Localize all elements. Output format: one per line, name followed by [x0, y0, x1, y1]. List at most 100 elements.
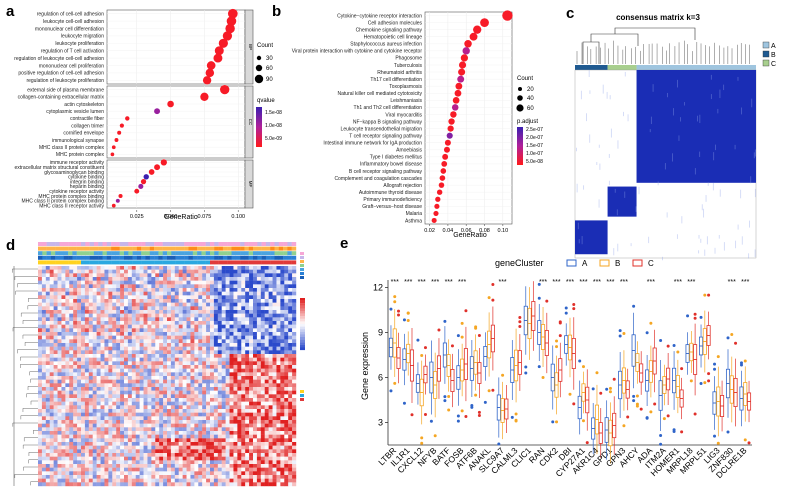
panel-d-heatmap-cell: [155, 401, 160, 406]
panel-d-heatmap-cell: [77, 412, 82, 417]
panel-d-heatmap-cell: [167, 390, 172, 395]
panel-b-dot: [442, 153, 449, 160]
panel-d-heatmap-cell: [170, 434, 176, 439]
panel-d-heatmap-cell: [147, 445, 152, 450]
panel-d-heatmap-cell: [276, 343, 281, 347]
panel-d-heatmap-cell: [225, 335, 230, 340]
panel-d-annotation-cell: [218, 242, 224, 246]
panel-d-annotation-cell: [240, 242, 245, 246]
panel-d-heatmap-cell: [96, 280, 101, 285]
panel-d-heatmap-cell: [174, 368, 179, 373]
panel-d-heatmap-cell: [155, 269, 160, 274]
panel-d-heatmap-cell: [151, 409, 156, 413]
panel-d-heatmap-cell: [268, 361, 273, 366]
panel-d-heatmap-cell: [127, 335, 133, 340]
panel-d-heatmap-cell: [81, 464, 86, 468]
panel-d-heatmap-cell: [84, 324, 90, 329]
panel-b-legend-color-3-label: 1.5e-07: [526, 143, 543, 149]
panel-d-heatmap-cell: [112, 442, 117, 446]
panel-d-annotation-cell: [38, 260, 43, 265]
panel-d-heatmap-cell: [233, 401, 238, 406]
panel-d-heatmap-cell: [38, 273, 43, 278]
panel-d-heatmap-cell: [77, 372, 82, 377]
panel-d-heatmap-cell: [233, 464, 238, 468]
panel-d-heatmap-cell: [73, 372, 78, 377]
panel-d-heatmap-cell: [206, 401, 211, 406]
panel-c-speckle: [705, 195, 707, 202]
panel-d-heatmap-cell: [112, 288, 117, 292]
panel-d-annotation-cell: [128, 260, 133, 265]
panel-d-heatmap-cell: [88, 412, 93, 417]
panel-d-heatmap-cell: [190, 398, 195, 402]
panel-d-heatmap-cell: [45, 405, 50, 410]
panel-d-heatmap-cell: [57, 394, 62, 399]
panel-d-heatmap-cell: [194, 383, 199, 388]
panel-d-heatmap-cell: [163, 390, 168, 395]
panel-d-heatmap-cell: [206, 284, 211, 289]
panel-d-heatmap-cell: [139, 431, 144, 435]
panel-d-heatmap-cell: [65, 288, 70, 292]
panel-d-heatmap-cell: [92, 273, 97, 278]
panel-d-heatmap-cell: [245, 478, 250, 483]
panel-d-heatmap-cell: [124, 306, 129, 311]
panel-d-heatmap-cell: [178, 453, 183, 457]
panel-d-heatmap-cell: [206, 460, 211, 465]
panel-e-outlier: [541, 376, 545, 380]
panel-d-heatmap-cell: [170, 372, 176, 377]
panel-d-heatmap-cell: [120, 295, 125, 300]
panel-d-heatmap-cell: [241, 475, 246, 479]
panel-d-heatmap-cell: [155, 350, 160, 355]
panel-d-heatmap-cell: [280, 464, 285, 468]
panel-d-heatmap-cell: [108, 273, 113, 278]
panel-d-heatmap-cell: [206, 328, 211, 333]
panel-d-heatmap-cell: [143, 445, 148, 450]
panel-d-annotation-cell: [154, 251, 159, 256]
panel-d-heatmap-cell: [174, 420, 179, 424]
panel-d-heatmap-cell: [256, 372, 262, 377]
panel-d-heatmap-cell: [292, 365, 297, 369]
panel-d-heatmap-cell: [127, 346, 133, 351]
panel-d-row-dendrogram: [20, 415, 38, 420]
panel-d-heatmap-cell: [163, 460, 168, 465]
panel-d-heatmap-cell: [96, 475, 101, 479]
panel-d-heatmap-cell: [77, 266, 82, 270]
panel-d-heatmap-cell: [112, 478, 117, 483]
panel-d-heatmap-cell: [84, 343, 90, 347]
panel-d-heatmap-cell: [182, 368, 187, 373]
panel-d-heatmap-cell: [88, 434, 93, 439]
panel-d-heatmap-cell: [182, 383, 187, 388]
panel-d-heatmap-cell: [174, 467, 179, 472]
panel-d-heatmap-cell: [202, 372, 207, 377]
panel-d-heatmap-cell: [143, 387, 148, 391]
panel-d-heatmap-cell: [202, 420, 207, 424]
panel-d-heatmap-cell: [104, 376, 109, 380]
panel-d-heatmap-cell: [186, 453, 191, 457]
panel-d-heatmap-cell: [264, 354, 269, 358]
panel-d-heatmap-cell: [49, 423, 54, 428]
panel-d-heatmap-cell: [92, 464, 97, 468]
panel-d-heatmap-cell: [186, 412, 191, 417]
panel-d-heatmap-cell: [225, 442, 230, 446]
panel-d-heatmap-cell: [288, 302, 293, 307]
panel-d-heatmap-cell: [225, 464, 230, 468]
panel-d-heatmap-cell: [260, 302, 265, 307]
panel-d-heatmap-cell: [260, 434, 265, 439]
panel-d-heatmap-cell: [73, 343, 78, 347]
panel-d-heatmap-cell: [210, 280, 215, 285]
panel-c-speckle: [610, 128, 612, 138]
panel-b-term-label: Cell adhesion molecules: [368, 20, 423, 26]
panel-d-annotation-cell: [171, 251, 176, 256]
panel-d-heatmap-cell: [151, 332, 156, 336]
panel-d-heatmap-cell: [272, 478, 277, 483]
panel-d-heatmap-cell: [241, 478, 246, 483]
panel-d-heatmap-cell: [53, 317, 58, 322]
panel-d-annotation-cell: [50, 255, 56, 260]
panel-d-heatmap-cell: [69, 321, 74, 325]
panel-d-heatmap-cell: [264, 427, 269, 432]
panel-d-heatmap-cell: [155, 478, 160, 483]
panel-b-term-label: Amoebiasis: [396, 148, 422, 154]
panel-d-heatmap-cell: [77, 299, 82, 303]
panel-b-term-label: Staphylococcus aureus infection: [350, 42, 422, 48]
panel-d-heatmap-cell: [69, 277, 74, 281]
panel-d-heatmap-cell: [202, 467, 207, 472]
